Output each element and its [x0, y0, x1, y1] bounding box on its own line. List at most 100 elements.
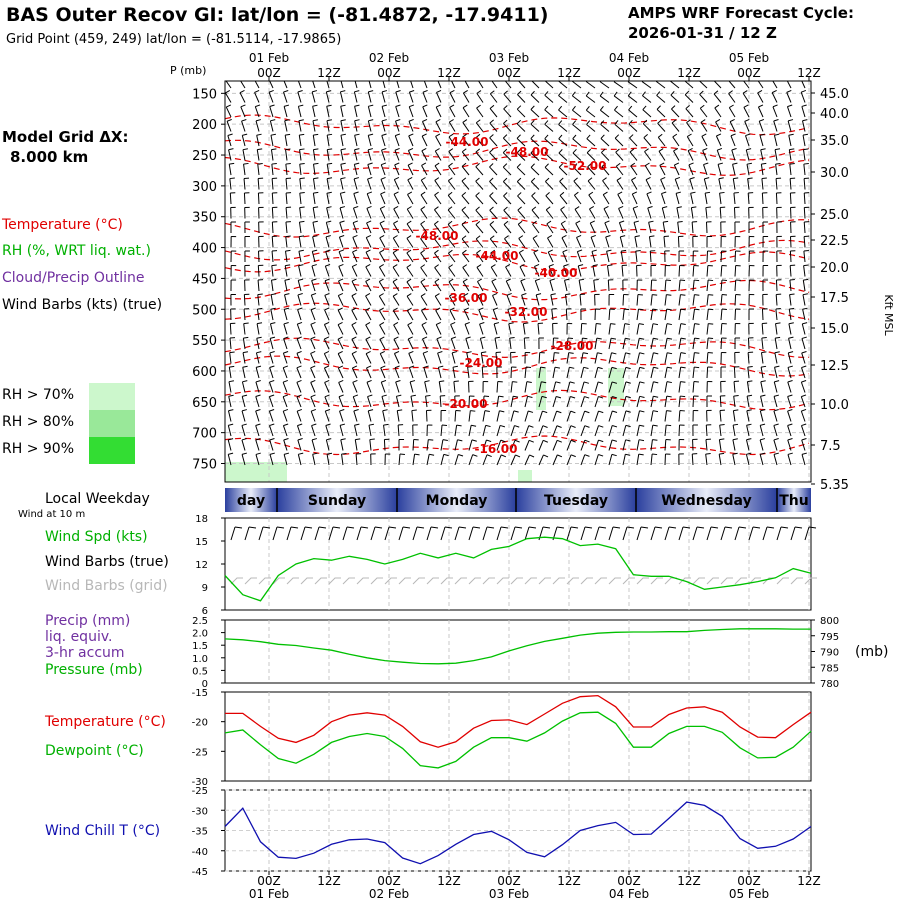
wind-barb	[408, 365, 415, 379]
wind-barb	[786, 89, 792, 103]
wind-barb	[310, 394, 316, 408]
wind-barb	[408, 133, 414, 147]
wind-barb	[475, 148, 484, 161]
wind-barb	[705, 206, 711, 219]
wind-barb	[720, 250, 727, 263]
wind-barb-true	[370, 526, 376, 541]
wind-barb	[720, 352, 727, 364]
wind-barb	[615, 162, 624, 176]
wind-barb-true-flag	[388, 526, 397, 529]
wind-barb	[243, 293, 250, 306]
wind-barb	[299, 177, 305, 190]
wind-barb	[283, 104, 290, 118]
wind-barb	[434, 162, 442, 176]
wind-barb	[664, 250, 670, 263]
wind-barb	[365, 234, 372, 248]
temp-panel-tick-label: -25	[192, 747, 208, 758]
wind-barb	[776, 235, 782, 248]
wind-barb	[566, 425, 576, 437]
wind-barb	[366, 220, 372, 234]
wind-barb	[420, 206, 428, 219]
isotherm-label: -44.00	[476, 249, 519, 263]
wind-barb	[354, 133, 360, 147]
wind-barb	[229, 337, 236, 350]
wind-barb	[240, 104, 246, 118]
wind-barb	[476, 264, 484, 277]
wind-barb	[482, 424, 491, 437]
rh-patch	[518, 470, 532, 482]
wind-barb	[448, 264, 456, 277]
wind-barb	[392, 264, 400, 277]
wind-barb	[482, 410, 490, 422]
wind-barb	[732, 423, 739, 437]
wind-barb	[395, 90, 401, 103]
wind-barb	[660, 176, 666, 190]
wind-barb	[240, 81, 246, 89]
wind-barb-true	[720, 526, 726, 541]
wind-barb	[594, 425, 604, 437]
wind-barb	[271, 177, 278, 190]
wind-barb	[789, 293, 795, 306]
wind-barb	[243, 177, 250, 190]
kft-tick-label: 45.0	[820, 87, 849, 102]
wind-barb	[489, 192, 498, 205]
wind-barb	[463, 293, 470, 306]
wind-barb	[365, 293, 372, 306]
wind-barb	[706, 323, 714, 335]
wind-barb	[545, 177, 554, 190]
wind-barb	[228, 380, 234, 393]
wind-barb	[434, 278, 442, 292]
wind-barb	[745, 452, 752, 466]
wind-barb	[255, 365, 262, 379]
wind-barb	[367, 394, 373, 408]
isotherm-label: -44.00	[446, 135, 489, 149]
wind-barb	[520, 278, 526, 292]
wind-barb	[325, 220, 332, 234]
wind-barb	[757, 104, 764, 118]
wind-barb	[627, 91, 638, 103]
wind-barb	[229, 322, 236, 335]
wind-barb	[517, 206, 526, 219]
wind-barb	[622, 453, 631, 466]
wind-barb	[296, 336, 302, 350]
wind-barb	[566, 323, 573, 335]
wind-barb	[297, 278, 304, 292]
wind-barb	[760, 365, 767, 379]
wind-barb	[489, 163, 498, 176]
wind-barb	[394, 162, 400, 176]
wind-barb	[379, 235, 386, 248]
wind-barb	[524, 410, 534, 422]
precip-panel-tick-label: 0	[202, 679, 208, 690]
wind-barb	[504, 235, 512, 248]
wind-barb	[734, 351, 740, 364]
isotherm-label: -48.00	[506, 145, 549, 159]
wind-barb	[254, 89, 260, 103]
wind-barb	[531, 81, 540, 89]
wind-barb	[692, 294, 700, 306]
wind-barb	[269, 438, 275, 451]
wind-barb	[461, 220, 470, 234]
wind-barb	[243, 192, 250, 205]
wind-barb-true-flag	[290, 526, 299, 529]
wind-barb	[412, 439, 419, 451]
wind-barb	[256, 336, 262, 350]
wind-barb	[642, 105, 652, 118]
wind-barb	[734, 250, 741, 263]
wind-barb	[773, 394, 780, 408]
wind-barb	[466, 351, 472, 364]
wind-barb	[622, 439, 631, 451]
wind-barb	[692, 265, 699, 277]
wind-barb	[225, 81, 232, 89]
wind-barb	[464, 81, 470, 89]
wind-barb	[241, 452, 248, 466]
wind-barb	[607, 279, 614, 292]
wind-barb	[636, 453, 644, 466]
wind-barb	[311, 278, 317, 292]
wind-barb	[354, 423, 360, 437]
wind-barb	[566, 381, 575, 393]
wind-barb	[366, 365, 372, 379]
wind-barb-grid	[734, 577, 747, 585]
wind-barb	[255, 380, 261, 393]
wind-barb	[312, 104, 318, 118]
wind-barb-true-flag	[752, 526, 761, 529]
